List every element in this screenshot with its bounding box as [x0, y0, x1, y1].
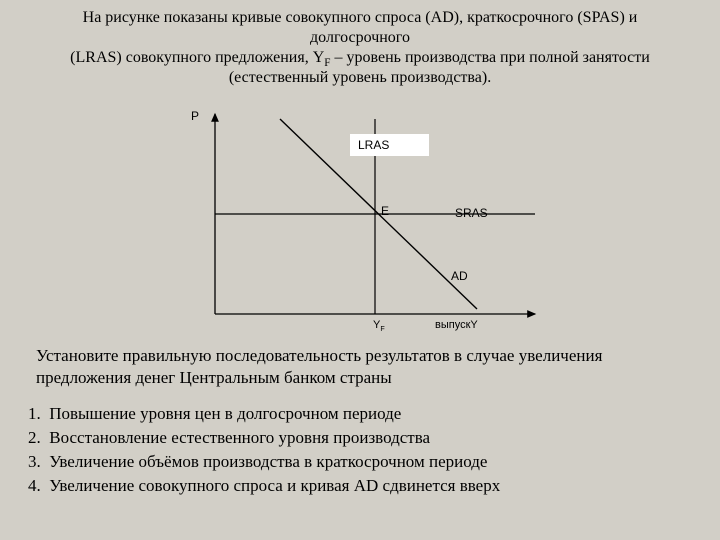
curve-label-lras: LRAS — [350, 134, 429, 156]
list-text: Повышение уровня цен в долгосрочном пери… — [49, 404, 401, 423]
axis-label-output: выпускY — [435, 319, 478, 331]
yf-sub: F — [380, 325, 384, 333]
intro-text: На рисунке показаны кривые совокупного с… — [20, 8, 700, 88]
list-text: Увеличение совокупного спроса и кривая A… — [49, 476, 500, 495]
list-text: Восстановление естественного уровня прои… — [49, 428, 430, 447]
curve-label-ad: AD — [451, 269, 468, 283]
list-text: Увеличение объёмов производства в кратко… — [49, 452, 487, 471]
chart-svg — [165, 94, 555, 339]
list-item: 2. Восстановление естественного уровня п… — [28, 427, 700, 450]
intro-line-2: долгосрочного — [310, 29, 410, 46]
chart-container: P LRAS E SRAS AD YF выпускY — [20, 94, 700, 339]
list-item: 3. Увеличение объёмов производства в кра… — [28, 451, 700, 474]
intro-line-4: (естественный уровень производства). — [229, 69, 491, 86]
axis-label-yf: YF — [373, 319, 385, 331]
answer-list: 1. Повышение уровня цен в долгосрочном п… — [20, 403, 700, 498]
list-item: 1. Повышение уровня цен в долгосрочном п… — [28, 403, 700, 426]
adas-chart: P LRAS E SRAS AD YF выпускY — [165, 94, 555, 339]
list-item: 4. Увеличение совокупного спроса и крива… — [28, 475, 700, 498]
list-num: 1. — [28, 404, 41, 423]
list-num: 3. — [28, 452, 41, 471]
intro-line-1: На рисунке показаны кривые совокупного с… — [83, 9, 638, 26]
axis-label-p: P — [191, 109, 199, 123]
question-text: Установите правильную последовательность… — [20, 345, 700, 389]
intro-line-3b: – уровень производства при полной занято… — [331, 49, 650, 66]
curve-label-sras: SRAS — [455, 206, 488, 220]
intro-line-3a: (LRAS) совокупного предложения, Y — [70, 49, 324, 66]
list-num: 2. — [28, 428, 41, 447]
list-num: 4. — [28, 476, 41, 495]
slide: На рисунке показаны кривые совокупного с… — [0, 0, 720, 540]
point-label-e: E — [381, 204, 389, 218]
